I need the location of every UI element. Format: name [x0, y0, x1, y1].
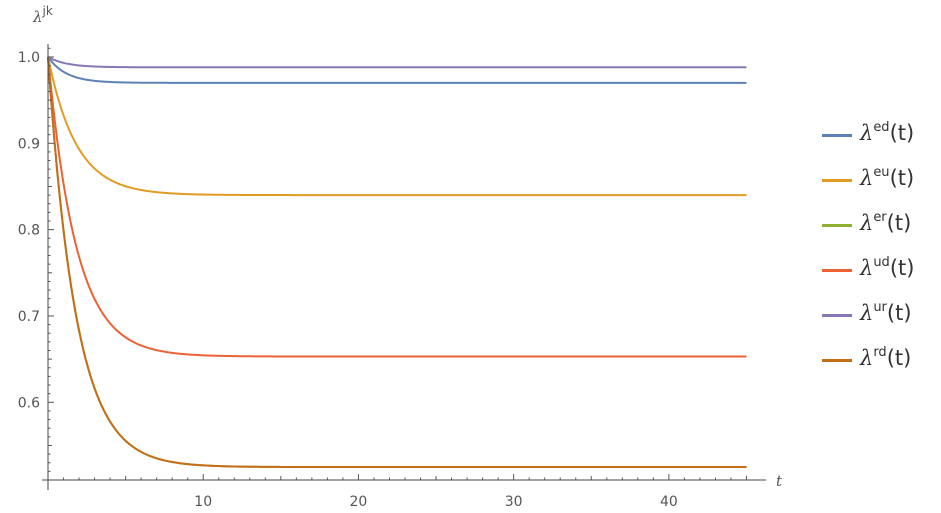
series-line-ur	[47, 56, 747, 69]
legend-label: λrd(t)	[860, 345, 912, 370]
x-tick-label: 40	[660, 494, 678, 510]
series-line-rd	[47, 56, 747, 469]
legend-swatch	[822, 359, 852, 362]
x-tick-label: 20	[350, 494, 368, 510]
y-axis-label-symbol: λ	[32, 8, 43, 26]
legend-swatch	[822, 269, 852, 272]
legend-item-rd: λrd(t)	[822, 343, 941, 383]
y-axis-label: λjk	[32, 4, 53, 26]
legend-swatch	[822, 134, 852, 137]
x-ticks: 10 20 30 40	[63, 474, 747, 510]
legend-label: λeu(t)	[860, 165, 915, 190]
y-ticks: 0.6 0.7 0.8 0.9 1.0	[18, 47, 54, 472]
y-tick-label: 0.8	[18, 223, 40, 239]
x-tick-label: 30	[505, 494, 523, 510]
legend-swatch	[822, 314, 852, 317]
legend-item-eu: λeu(t)	[822, 163, 941, 203]
x-axis-label: t	[776, 472, 783, 490]
series-line-eu	[47, 56, 747, 197]
x-tick-label: 10	[194, 494, 212, 510]
legend-label: λur(t)	[860, 300, 912, 325]
legend-label: λed(t)	[860, 120, 915, 145]
legend-swatch	[822, 179, 852, 182]
legend-item-er: λer(t)	[822, 208, 941, 248]
legend-label: λer(t)	[860, 210, 912, 235]
series-line-er	[47, 56, 747, 469]
legend-swatch	[822, 224, 852, 227]
y-axis-label-superscript: jk	[42, 4, 53, 18]
legend-item-ur: λur(t)	[822, 298, 941, 338]
series-lines	[47, 56, 747, 469]
y-tick-label: 0.7	[18, 309, 40, 325]
y-tick-label: 0.9	[18, 136, 40, 152]
y-tick-label: 1.0	[18, 50, 40, 66]
series-line-ed	[47, 56, 747, 84]
y-tick-label: 0.6	[18, 395, 40, 411]
legend-item-ed: λed(t)	[822, 118, 941, 158]
legend-item-ud: λud(t)	[822, 253, 941, 293]
legend-label: λud(t)	[860, 255, 915, 280]
series-line-ud	[47, 56, 747, 358]
